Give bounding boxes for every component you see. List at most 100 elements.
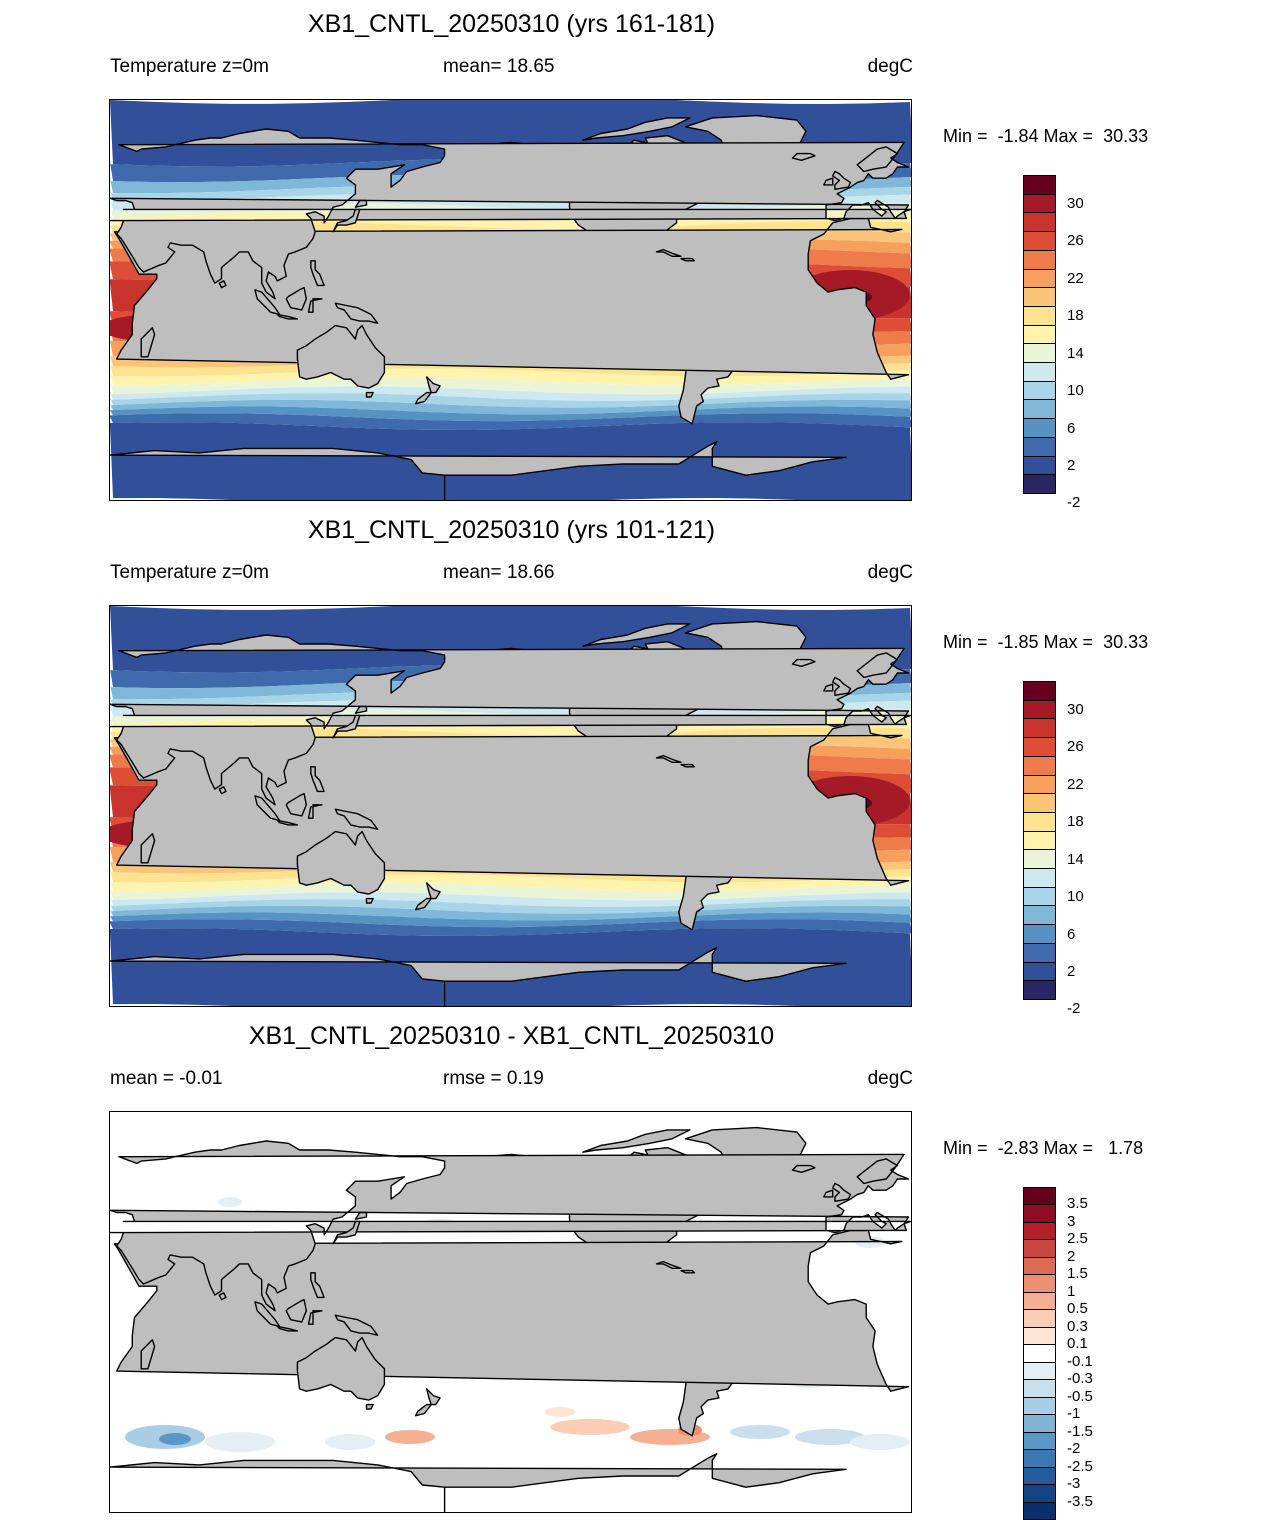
colorbar-swatch [1023,1431,1056,1451]
colorbar-swatch [1023,436,1056,457]
diff-anomaly [550,1419,630,1435]
colorbar-tick-label: 6 [1067,419,1076,437]
landmass [140,327,156,358]
colorbar-swatch [1023,474,1056,494]
colorbar-tick-label: 0.1 [1067,1335,1088,1353]
landmass [310,766,325,793]
diff-anomaly [730,1425,790,1439]
colorbar-tick-label: 1.5 [1067,1265,1088,1283]
colorbar-swatch [1023,681,1056,701]
landmass [276,819,299,826]
colorbar-swatch [1023,399,1056,420]
colorbar-tick-label: 1 [1067,1282,1076,1300]
landmass [680,1269,696,1274]
colorbar-swatch [1023,793,1056,813]
min-max-label: Min = -1.85 Max = 30.33 [943,632,1149,652]
landmass [285,286,307,311]
sst-band [110,919,911,937]
sst-band [110,393,911,408]
colorbar-swatch [1023,1379,1056,1398]
colorbar-swatch [1023,755,1056,776]
colorbar-swatch [1023,1484,1056,1503]
landmass [655,754,682,763]
colorbar-swatch [1023,193,1056,214]
landmass [332,714,361,739]
landmass [426,1388,441,1406]
colorbar-tick-label: 3 [1067,1212,1076,1230]
landmass [334,808,379,830]
colorbar-swatch [1023,1396,1056,1416]
colorbar-tick-label: 14 [1067,850,1084,868]
diff-mean-label: mean = -0.01 [110,1068,223,1089]
colorbar-swatch [1023,699,1056,720]
landmass [218,1292,227,1301]
colorbar-swatch [1023,268,1056,289]
colorbar-swatch [1023,1414,1056,1433]
landmass [354,1211,368,1220]
landmass [110,1453,847,1512]
colorbar-tick-label: 22 [1067,269,1084,287]
colorbar-swatch [1023,811,1056,832]
unit-label: degC [867,1068,913,1089]
landmass [110,441,847,500]
colorbar-swatch [1023,1501,1056,1520]
panel-title: XB1_CNTL_20250310 (yrs 101-121) [307,516,716,544]
sst-band [110,899,911,914]
colorbar-swatch [1023,175,1056,195]
colorbar-tick-label: 6 [1067,925,1076,943]
min-max-label: Min = -2.83 Max = 1.78 [943,1138,1144,1158]
colorbar-swatch [1023,1309,1056,1328]
landmass [113,723,910,886]
diff-anomaly [205,1432,275,1452]
landmass [113,1229,910,1392]
landmass [414,1403,432,1417]
colorbar-tick-label: -2 [1067,1000,1081,1018]
mean-label: mean= 18.66 [443,562,555,583]
landmass [334,302,379,324]
colorbar-swatch [1023,455,1056,476]
landmass [110,947,847,1006]
landmass [296,830,386,895]
sst-band [110,194,911,212]
colorbar-tick-label: -0.3 [1067,1370,1093,1388]
diff-anomaly [218,1197,242,1207]
colorbar-tick-label: 2 [1067,1247,1076,1265]
diff-anomaly [545,1407,575,1417]
colorbar-swatch [1023,961,1056,982]
colorbar-tick-label: 0.3 [1067,1317,1088,1335]
sst-band [110,399,911,415]
landmass [218,280,227,289]
diff-anomaly [850,1434,910,1450]
landmass [140,833,156,864]
colorbar-swatch [1023,1256,1056,1276]
landmass [307,1310,323,1325]
landmass [354,705,368,714]
landmass [354,199,368,208]
sst-band [110,386,911,401]
landmass [140,1339,156,1370]
sst-band [110,406,911,422]
landmass [426,882,441,900]
rmse-label: rmse = 0.19 [443,1068,544,1089]
colorbar-swatch [1023,1204,1056,1223]
colorbar-tick-label: 2 [1067,962,1076,980]
unit-label: degC [867,56,913,77]
landmass [285,1298,307,1323]
sst-band [110,700,911,718]
colorbar-tick-label: 30 [1067,195,1084,213]
colorbar-swatch [1023,1326,1056,1346]
colorbar-tick-label: -2 [1067,494,1081,512]
colorbar-tick-label: 2.5 [1067,1230,1088,1248]
landmass [582,623,691,647]
landmass [655,1260,682,1269]
colorbar-swatch [1023,849,1056,870]
colorbar-tick-label: 26 [1067,232,1084,250]
diff-anomaly [159,1433,191,1445]
colorbar-swatch [1023,1274,1056,1293]
colorbar-tick-label: 10 [1067,888,1084,906]
map-panel-1: XB1_CNTL_20250310 (yrs 161-181) Temperat… [0,10,1285,510]
landmass [285,792,307,817]
colorbar-tick-label: 18 [1067,307,1084,325]
colorbar-swatch [1023,886,1056,907]
landmass [296,324,386,389]
